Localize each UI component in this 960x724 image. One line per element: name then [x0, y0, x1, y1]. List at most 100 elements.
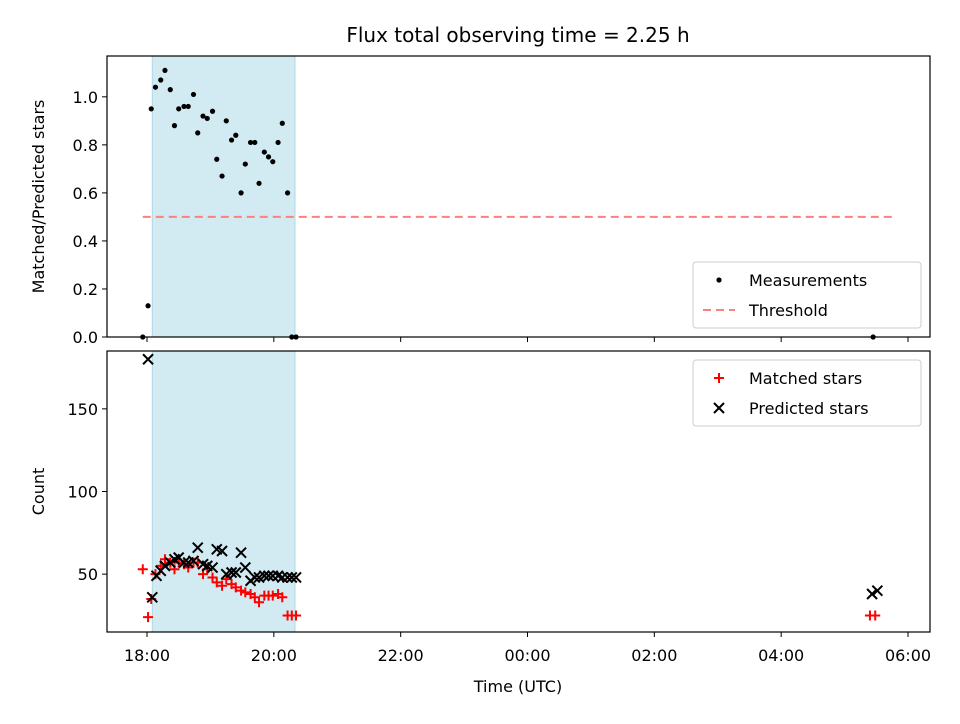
y-tick-label: 0.0 — [73, 328, 98, 347]
data-point — [219, 173, 225, 179]
data-point — [252, 139, 258, 146]
data-point — [275, 139, 281, 146]
x-tick-label: 00:00 — [504, 646, 550, 665]
y-tick-label: 0.6 — [73, 184, 98, 203]
data-point — [262, 570, 275, 582]
data-point — [200, 113, 206, 119]
data-point — [256, 180, 262, 186]
legend-swatch — [713, 402, 725, 414]
data-point — [206, 561, 219, 574]
data-point — [286, 571, 298, 584]
y-tick-label: 150 — [67, 400, 98, 419]
x-tick-label: 20:00 — [251, 646, 297, 665]
data-point — [145, 303, 151, 309]
panel-1: 0.0 0.2 0.4 0.6 0.8 1.0 Matched/Predicted star… — [29, 55, 931, 347]
data-point — [137, 564, 148, 575]
data-point — [228, 137, 235, 143]
data-point — [258, 570, 271, 582]
data-point — [217, 580, 228, 591]
data-point — [291, 610, 302, 621]
series-measurements — [140, 67, 876, 340]
data-point — [279, 120, 285, 126]
y-axis-label: Count — [29, 468, 48, 516]
legend-swatch — [714, 373, 724, 383]
data-point — [142, 353, 154, 365]
legend: Matched stars Predicted stars — [692, 359, 922, 427]
data-point — [190, 91, 197, 98]
data-point — [247, 139, 254, 146]
legend-box — [692, 359, 922, 427]
panel-2: 50 100 150 18:00 20:00 22:00 00:00 02:00 04:00 06… — [29, 350, 931, 665]
y-tick-label: 0.4 — [73, 232, 98, 251]
data-point — [240, 587, 251, 598]
data-point — [148, 106, 154, 112]
data-point — [176, 106, 182, 112]
data-point — [187, 555, 200, 567]
data-point — [204, 115, 210, 122]
data-point — [158, 77, 164, 83]
data-point — [146, 591, 158, 603]
legend-box — [692, 261, 922, 329]
observing-interval-band — [151, 350, 296, 633]
data-point — [221, 574, 232, 585]
y-tick-label: 1.0 — [73, 88, 98, 107]
data-point — [214, 156, 220, 162]
data-point — [249, 571, 261, 584]
data-point — [270, 159, 276, 165]
x-tick-label: 18:00 — [124, 646, 170, 665]
legend-label: Threshold — [748, 301, 828, 320]
data-point — [277, 592, 288, 603]
data-point — [223, 118, 229, 124]
data-point — [871, 584, 884, 597]
data-point — [192, 541, 204, 554]
data-point — [230, 582, 241, 593]
y-tick-label: 0.8 — [73, 136, 98, 155]
legend-label: Matched stars — [749, 369, 862, 388]
legend-label: Measurements — [749, 271, 867, 290]
x-axis-label: Time (UTC) — [473, 677, 562, 696]
data-point — [225, 566, 238, 579]
series-predicted-stars — [142, 353, 884, 603]
x-tick-label: 04:00 — [758, 646, 804, 665]
observing-interval-band — [151, 55, 296, 338]
x-tick-label: 02:00 — [631, 646, 677, 665]
data-point — [216, 545, 228, 557]
y-axis-label: Matched/Predicted stars — [29, 100, 48, 294]
y-tick-label: 100 — [67, 483, 98, 502]
data-point — [195, 130, 201, 136]
data-point — [265, 154, 272, 160]
data-point — [143, 612, 154, 623]
y-tick-label: 0.2 — [73, 280, 98, 299]
data-point — [235, 546, 247, 559]
y-tick-label: 50 — [78, 565, 98, 584]
data-point — [284, 190, 291, 196]
data-point — [261, 149, 267, 155]
data-point — [178, 556, 190, 569]
data-point — [209, 108, 216, 114]
data-point — [230, 566, 242, 579]
legend-swatch — [716, 277, 722, 283]
data-point — [238, 190, 244, 196]
data-point — [254, 597, 265, 608]
data-point — [167, 87, 173, 93]
data-point — [267, 590, 278, 601]
data-point — [290, 571, 302, 584]
data-point — [171, 123, 178, 129]
data-point — [181, 103, 187, 110]
data-point — [211, 577, 222, 588]
data-point — [239, 561, 252, 574]
x-tick-label: 22:00 — [378, 646, 424, 665]
data-point — [281, 571, 294, 584]
data-point — [242, 161, 248, 167]
data-point — [162, 67, 168, 74]
data-point — [185, 103, 191, 110]
legend: Measurements Threshold — [692, 261, 922, 329]
data-point — [233, 132, 239, 138]
data-point — [152, 84, 159, 90]
data-point — [870, 610, 881, 621]
chart-title: Flux total observing time = 2.25 h — [346, 23, 689, 47]
data-point — [866, 588, 878, 600]
plot-frame — [106, 55, 931, 338]
data-point — [159, 560, 171, 572]
